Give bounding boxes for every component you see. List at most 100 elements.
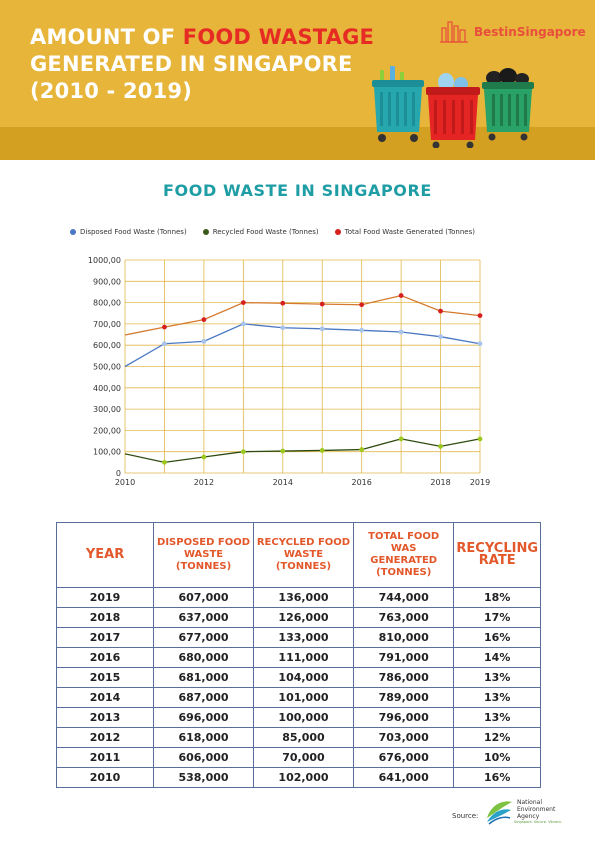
y-tick-label: 100,00	[93, 448, 121, 457]
data-point	[201, 454, 207, 460]
table-cell: 2013	[55, 707, 155, 728]
y-tick-label: 900,00	[93, 277, 121, 286]
y-tick-label: 600,00	[93, 341, 121, 350]
header-year: YEAR	[55, 522, 155, 588]
table-cell: 18%	[453, 587, 541, 608]
table-cell: 10%	[453, 747, 541, 768]
table-cell: 136,000	[253, 587, 354, 608]
table-cell: 2014	[55, 687, 155, 708]
title-highlight: FOOD WASTAGE	[182, 25, 375, 49]
y-tick-label: 400,00	[93, 384, 121, 393]
x-tick-label: 2010	[115, 478, 135, 487]
y-tick-label: 500,00	[93, 363, 121, 372]
green-bin-icon	[482, 68, 534, 141]
title-line2: GENERATED IN SINGAPORE	[30, 52, 353, 76]
x-tick-label: 2019	[470, 478, 490, 487]
series-line-0	[124, 323, 481, 368]
header-banner: AMOUNT OF FOOD WASTAGE GENERATED IN SING…	[0, 0, 595, 160]
data-point	[477, 313, 483, 318]
table-cell: 810,000	[352, 627, 455, 648]
table-cell: 2017	[55, 627, 155, 648]
teal-bin-icon	[372, 66, 424, 142]
y-tick-label: 200,00	[93, 426, 121, 435]
table-cell: 12%	[453, 727, 541, 748]
point-layer	[162, 293, 483, 465]
y-tick-label: 800,00	[93, 299, 121, 308]
table-cell: 538,000	[153, 767, 254, 788]
data-point	[240, 300, 246, 305]
nea-leaf-icon	[487, 801, 512, 825]
y-tick-label: 0	[116, 469, 121, 478]
y-tick-label: 300,00	[93, 405, 121, 414]
table-cell: 618,000	[153, 727, 254, 748]
skyline-icon	[440, 21, 468, 43]
axis-layer: 0 100,00 200,00 300,00 400,00 500,00 600,00 700…	[88, 256, 490, 487]
data-point	[162, 459, 167, 465]
table-cell: 13%	[453, 667, 541, 688]
header-disposed: DISPOSED FOOD WASTE (TONNES)	[153, 522, 254, 588]
table-cell: 17%	[453, 607, 541, 628]
page-title: AMOUNT OF FOOD WASTAGE GENERATED IN SING…	[30, 24, 374, 105]
table-cell: 607,000	[153, 587, 254, 608]
nea-tagline: Singapore. Secure. Vibrant.	[514, 819, 562, 824]
source-label: Source:	[452, 812, 479, 820]
data-point	[398, 329, 404, 335]
table-cell: 16%	[453, 767, 541, 788]
table-cell: 2012	[55, 727, 155, 748]
table-cell: 111,000	[253, 647, 354, 668]
table-row: 2010 538,000 102,000 641,000 16%	[55, 767, 541, 788]
data-point	[162, 341, 167, 347]
table-cell: 133,000	[253, 627, 354, 648]
data-point	[438, 308, 443, 314]
table-cell: 2010	[55, 767, 155, 788]
series-line-2	[124, 294, 481, 336]
table-cell: 680,000	[153, 647, 254, 668]
food-waste-table: YEAR DISPOSED FOOD WASTE (TONNES) RECYCL…	[55, 522, 541, 788]
header-recycled: RECYCLED FOOD WASTE (TONNES)	[253, 522, 354, 588]
table-cell: 2016	[55, 647, 155, 668]
table-cell: 606,000	[153, 747, 254, 768]
table-row: 2017 677,000 133,000 810,000 16%	[55, 627, 541, 648]
nea-name: National Environment Agency	[517, 798, 556, 820]
legend-label-disposed: Disposed Food Waste (Tonnes)	[80, 228, 187, 236]
waste-bins-illustration	[372, 66, 534, 148]
y-tick-label: 1000,00	[88, 256, 121, 265]
table-row: 2013 696,000 100,000 796,000 13%	[55, 707, 541, 728]
line-layer	[124, 294, 481, 464]
table-cell: 796,000	[352, 707, 455, 728]
chart-legend: Disposed Food Waste (Tonnes) Recycled Fo…	[70, 228, 491, 236]
table-row: 2011 606,000 70,000 676,000 10%	[55, 747, 541, 768]
legend-dot-disposed	[70, 229, 76, 235]
legend-item-disposed: Disposed Food Waste (Tonnes)	[70, 228, 187, 236]
brand-name: BestinSingapore	[474, 25, 586, 39]
data-point	[201, 317, 207, 323]
title-part1: AMOUNT OF	[30, 25, 183, 49]
x-tick-label: 2012	[194, 478, 214, 487]
data-point	[319, 326, 325, 332]
data-point	[201, 338, 207, 344]
data-point	[477, 341, 483, 347]
data-point	[438, 334, 443, 340]
table-cell: 13%	[453, 687, 541, 708]
table-cell: 2019	[55, 587, 155, 608]
table-cell: 703,000	[352, 727, 455, 748]
header-recycling-rate: RECYCLING RATE	[453, 522, 541, 588]
table-row: 2018 637,000 126,000 763,000 17%	[55, 607, 541, 628]
table-cell: 13%	[453, 707, 541, 728]
table-cell: 696,000	[153, 707, 254, 728]
data-point	[398, 293, 404, 298]
table-cell: 677,000	[153, 627, 254, 648]
y-tick-label: 700,00	[93, 320, 121, 329]
data-point	[359, 447, 365, 452]
table-cell: 2015	[55, 667, 155, 688]
table-cell: 70,000	[253, 747, 354, 768]
table-cell: 102,000	[253, 767, 354, 788]
table-cell: 2011	[55, 747, 155, 768]
nea-logo: National Environment Agency Singapore. S…	[484, 796, 563, 826]
red-bin-icon	[426, 73, 480, 148]
legend-label-total: Total Food Waste Generated (Tonnes)	[344, 228, 475, 236]
table-cell: 101,000	[253, 687, 354, 708]
table-cell: 763,000	[352, 607, 455, 628]
data-point	[319, 301, 325, 307]
table-cell: 14%	[453, 647, 541, 668]
